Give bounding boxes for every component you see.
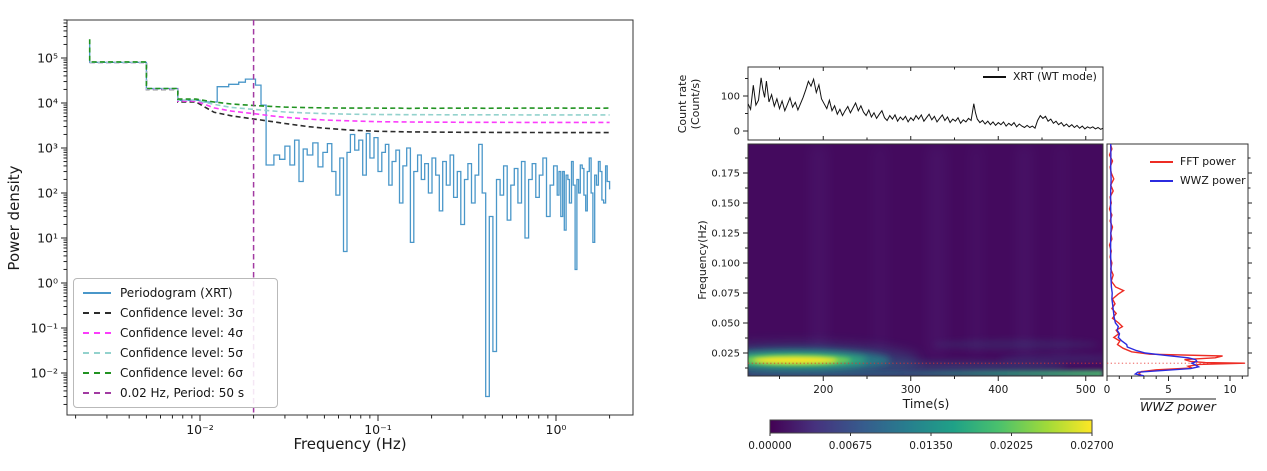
legend-item: Confidence level: 6σ <box>83 366 268 380</box>
svg-text:200: 200 <box>813 384 833 396</box>
legend-label: WWZ power <box>1180 173 1246 187</box>
svg-text:5: 5 <box>1165 384 1172 396</box>
svg-text:10: 10 <box>1223 384 1236 396</box>
lightcurve-ylabel-line2: (Count/s) <box>689 79 702 130</box>
heatmap-xlabel: Time(s) <box>902 396 950 411</box>
svg-text:10⁻²: 10⁻² <box>30 366 58 381</box>
svg-text:10⁻¹: 10⁻¹ <box>364 422 392 437</box>
svg-text:10⁻²: 10⁻² <box>186 422 214 437</box>
wavelet-heatmap <box>748 144 1103 376</box>
svg-text:10³: 10³ <box>37 141 58 156</box>
colorbar: 0.00000 0.00675 0.01350 0.02025 0.02700 <box>748 419 1114 452</box>
legend-label: Confidence level: 3σ <box>120 305 243 320</box>
svg-text:10⁻¹: 10⁻¹ <box>30 321 58 336</box>
line-swatch-icon <box>83 332 111 335</box>
colorbar-tick-label: 0.02025 <box>990 440 1033 452</box>
legend-label: Periodogram (XRT) <box>120 286 233 300</box>
series-confidence-level-6- <box>88 39 610 110</box>
svg-text:0.175: 0.175 <box>711 169 740 180</box>
colorbar-gradient <box>769 419 1093 434</box>
wwz-power-xlabel: WWZ power <box>1140 399 1217 414</box>
heatmap-image <box>748 144 1103 376</box>
periodogram-ylabel: Power density <box>5 165 23 270</box>
line-swatch-icon <box>83 312 111 315</box>
svg-text:500: 500 <box>1076 384 1096 396</box>
heatmap-ylabel: Frequency(Hz) <box>696 220 709 299</box>
legend-label: FFT power <box>1180 155 1236 168</box>
periodogram-legend: Periodogram (XRT) Confidence level: 3σ C… <box>73 278 278 408</box>
legend-label: 0.02 Hz, Period: 50 s <box>120 385 245 400</box>
svg-text:10⁵: 10⁵ <box>37 51 58 66</box>
legend-item: XRT (WT mode) <box>983 70 1097 84</box>
legend-label: Confidence level: 5σ <box>120 345 243 360</box>
svg-text:0.125: 0.125 <box>711 229 740 240</box>
svg-text:400: 400 <box>988 384 1008 396</box>
svg-text:0.050: 0.050 <box>711 319 740 330</box>
legend-item: 0.02 Hz, Period: 50 s <box>83 386 268 400</box>
legend-label: XRT (WT mode) <box>1013 70 1097 83</box>
legend-item: Confidence level: 3σ <box>83 306 268 320</box>
tick-marks <box>61 19 1252 421</box>
line-swatch-icon <box>1150 161 1173 164</box>
svg-text:10⁰: 10⁰ <box>37 276 58 291</box>
tick-labels: 10⁻² 10⁻¹ 10⁰ 10⁵ 10⁴ 10³ 10² 10¹ 10⁰ 10⁻¹ 10⁻² 0 10… <box>30 51 1236 438</box>
power-profile-legend: FFT power WWZ power <box>1150 155 1246 188</box>
colorbar-tick-label: 0.01350 <box>909 440 952 452</box>
axes-layer: 10⁻² 10⁻¹ 10⁰ 10⁵ 10⁴ 10³ 10² 10¹ 10⁰ 10⁻¹ 10⁻² 0 10… <box>30 19 1252 438</box>
legend-item: FFT power <box>1150 155 1246 169</box>
colorbar-tick-label: 0.02700 <box>1070 440 1113 452</box>
series-periodogram-xrt- <box>89 39 611 398</box>
legend-item: WWZ power <box>1150 173 1246 188</box>
line-swatch-icon <box>83 292 111 295</box>
lightcurve-ylabel-line1: Count rate <box>676 75 689 134</box>
svg-text:10⁴: 10⁴ <box>37 96 58 111</box>
svg-text:0.100: 0.100 <box>711 259 740 270</box>
svg-text:0: 0 <box>1104 384 1111 396</box>
colorbar-tick-label: 0.00675 <box>829 440 872 452</box>
svg-text:0: 0 <box>734 127 740 138</box>
svg-text:300: 300 <box>901 384 921 396</box>
legend-label: Confidence level: 4σ <box>120 325 243 340</box>
legend-item: Confidence level: 5σ <box>83 346 268 360</box>
lightcurve-legend: XRT (WT mode) <box>983 70 1097 84</box>
line-swatch-icon <box>83 391 111 394</box>
svg-text:100: 100 <box>721 92 740 103</box>
line-swatch-icon <box>83 351 111 354</box>
svg-text:0.075: 0.075 <box>711 289 740 300</box>
colorbar-tick-label: 0.00000 <box>748 440 791 452</box>
series-confidence-level-3- <box>89 61 610 134</box>
series-xrt-lightcurve <box>748 77 1103 130</box>
svg-text:10²: 10² <box>37 186 58 201</box>
periodogram-xlabel: Frequency (Hz) <box>293 435 406 453</box>
series-wwz-power <box>1109 144 1201 376</box>
legend-label: Confidence level: 6σ <box>120 365 243 380</box>
svg-text:10⁰: 10⁰ <box>546 422 567 437</box>
svg-text:0.025: 0.025 <box>711 349 740 360</box>
series-layer <box>88 20 1248 415</box>
legend-item: Confidence level: 4σ <box>83 326 268 340</box>
legend-item: Periodogram (XRT) <box>83 286 268 300</box>
axis-labels: Frequency (Hz) Power density Count rate … <box>5 75 1217 453</box>
line-swatch-icon <box>1150 180 1173 183</box>
svg-text:0.150: 0.150 <box>711 199 740 210</box>
svg-text:10¹: 10¹ <box>37 231 58 246</box>
line-swatch-icon <box>83 371 111 374</box>
line-swatch-icon <box>983 76 1006 79</box>
